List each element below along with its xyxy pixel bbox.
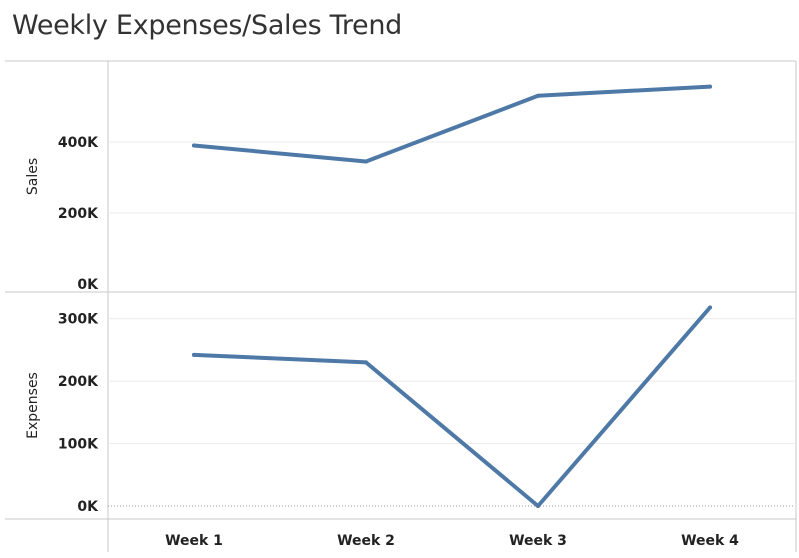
y-tick-label: 100K	[58, 437, 99, 453]
data-point	[364, 159, 368, 164]
y-axis-title: Expenses	[25, 372, 41, 439]
data-point	[536, 93, 540, 98]
expenses-panel: 0K 100K 200K 300K Expenses	[25, 305, 795, 515]
y-tick-label: 0K	[77, 277, 99, 293]
chart-frame	[5, 60, 797, 552]
series-line	[192, 84, 712, 164]
x-tick-label: Week 3	[509, 533, 567, 549]
y-tick-label: 0K	[77, 499, 99, 515]
y-tick-label: 400K	[58, 135, 99, 151]
data-point	[536, 504, 540, 508]
y-tick-label: 300K	[58, 312, 99, 328]
y-tick-label: 200K	[58, 206, 99, 222]
data-point	[708, 305, 712, 310]
chart-title: Weekly Expenses/Sales Trend	[12, 10, 403, 41]
data-point	[364, 360, 368, 365]
sales-panel: 0K 200K 400K Sales	[25, 84, 795, 293]
data-point	[192, 352, 196, 357]
y-axis-title: Sales	[25, 158, 41, 195]
series-line	[192, 305, 712, 508]
x-tick-label: Week 4	[681, 533, 739, 549]
x-axis: Week 1 Week 2 Week 3 Week 4	[165, 533, 739, 549]
y-tick-label: 200K	[58, 374, 99, 390]
x-tick-label: Week 1	[165, 533, 223, 549]
data-point	[192, 143, 196, 148]
data-point	[708, 84, 712, 89]
x-tick-label: Week 2	[337, 533, 395, 549]
